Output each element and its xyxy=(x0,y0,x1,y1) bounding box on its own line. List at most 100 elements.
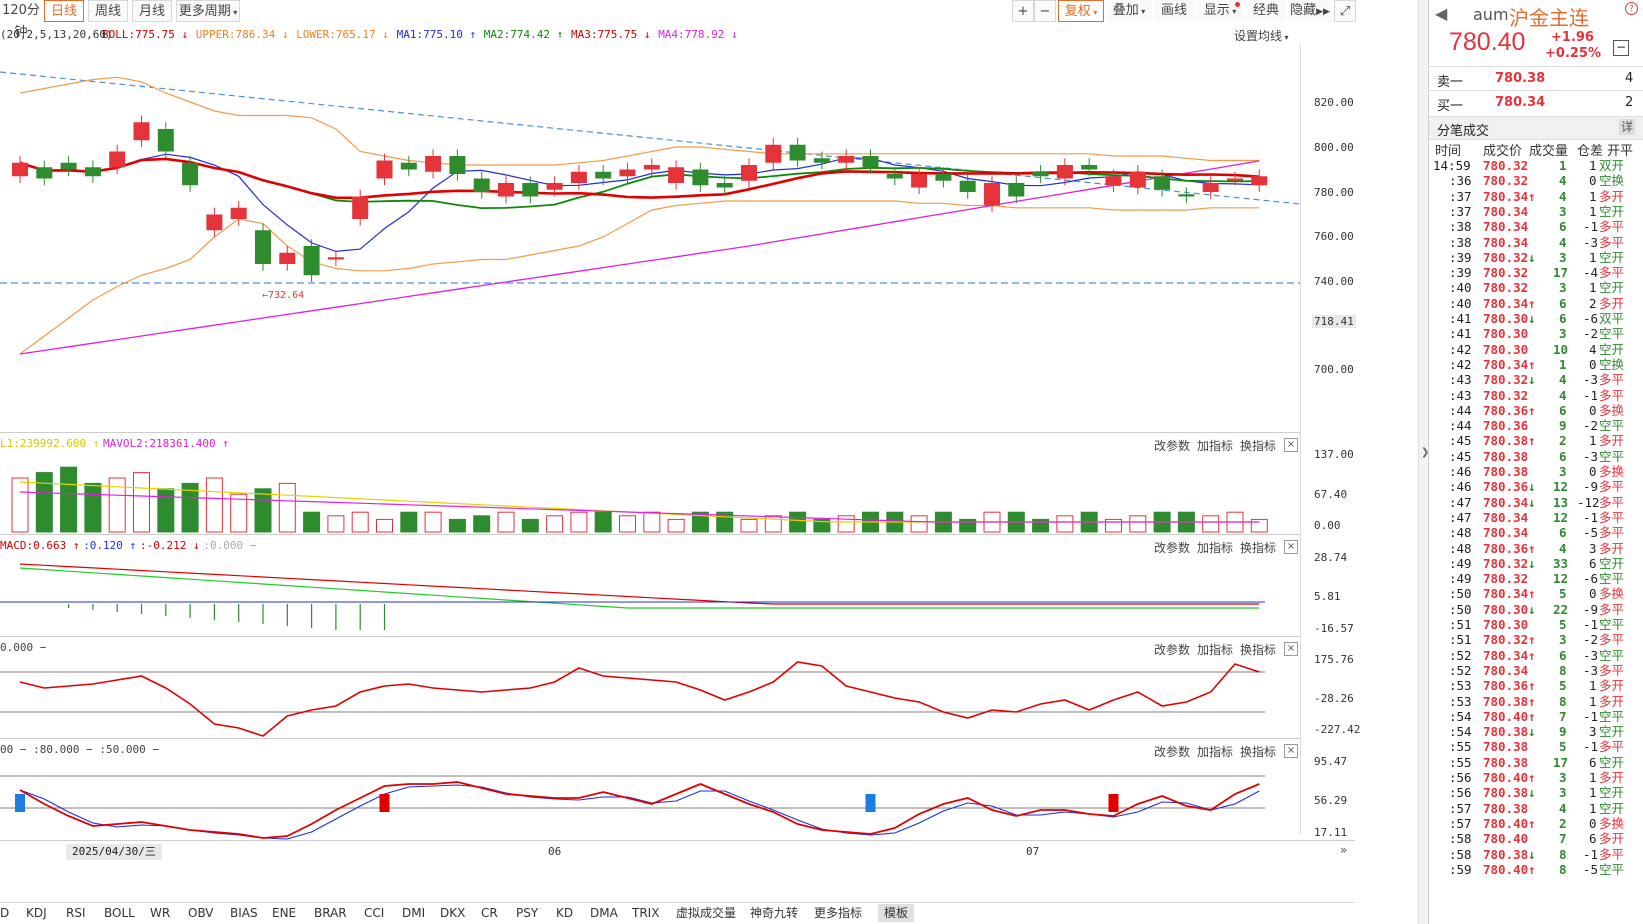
overlay-button[interactable]: 叠加 ▾ xyxy=(1106,0,1152,22)
trade-row: :45 780.38 6 -3 空平 xyxy=(1429,449,1643,465)
sell1-price: 780.38 xyxy=(1495,71,1546,86)
tab-5[interactable]: OBV xyxy=(188,906,214,920)
trade-type: 多平 xyxy=(1599,846,1625,862)
trade-type: 空开 xyxy=(1599,754,1625,770)
tab-16[interactable]: TRIX xyxy=(632,906,660,920)
tab-14[interactable]: KD xyxy=(556,906,574,920)
trade-oi-change: -2 xyxy=(1583,632,1599,648)
period-day-button[interactable]: 日线 xyxy=(44,0,84,22)
tab-18[interactable]: 神奇九转 xyxy=(750,906,799,920)
candle-body xyxy=(1056,165,1073,179)
collapse-handle-icon[interactable]: ❯ xyxy=(1421,447,1430,458)
trade-volume: 9 xyxy=(1559,418,1567,434)
switch-indicator-button[interactable]: 换指标 xyxy=(1240,541,1277,555)
tab-4[interactable]: WR xyxy=(150,906,171,920)
tab-0[interactable]: D xyxy=(0,906,10,920)
tab-2[interactable]: RSI xyxy=(66,906,86,920)
chevron-down-icon: ▾ xyxy=(1229,7,1237,16)
trade-oi-change: 6 xyxy=(1589,555,1597,571)
tab-9[interactable]: CCI xyxy=(364,906,385,920)
tab-1[interactable]: KDJ xyxy=(26,906,47,920)
candle-body xyxy=(668,167,685,183)
prev-contract-icon[interactable]: ◀ xyxy=(1435,4,1448,23)
candle-body xyxy=(716,183,733,188)
close-panel-icon[interactable]: × xyxy=(1284,540,1298,554)
tab-8[interactable]: BRAR xyxy=(314,906,347,920)
trade-oi-change: 1 xyxy=(1589,249,1597,265)
chevron-down-icon: ▾ xyxy=(1090,8,1098,17)
tab-11[interactable]: DKX xyxy=(440,906,466,920)
candle-body xyxy=(1178,194,1195,197)
tab-15[interactable]: DMA xyxy=(590,906,618,920)
edit-params-button[interactable]: 改参数 xyxy=(1154,745,1191,759)
trade-time: :43 xyxy=(1449,372,1472,388)
add-indicator-button[interactable]: 加指标 xyxy=(1197,439,1234,453)
draw-line-button[interactable]: 画线 xyxy=(1154,0,1194,22)
switch-indicator-button[interactable]: 换指标 xyxy=(1240,643,1277,657)
tab-10[interactable]: DMI xyxy=(402,906,426,920)
trades-scrollbar[interactable] xyxy=(1629,158,1637,924)
tab-17[interactable]: 虚拟成交量 xyxy=(676,906,737,920)
collapse-icon[interactable]: − xyxy=(1613,40,1629,56)
help-icon[interactable]: ? xyxy=(1625,2,1638,15)
adjust-button[interactable]: 复权 ▾ xyxy=(1058,0,1104,22)
trade-oi-change: 4 xyxy=(1589,341,1597,357)
edit-params-button[interactable]: 改参数 xyxy=(1154,541,1191,555)
tab-3[interactable]: BOLL xyxy=(104,906,135,920)
candle-body xyxy=(376,160,393,179)
period-more-button[interactable]: 更多周期 ▾ xyxy=(176,0,240,22)
period-120min-button[interactable]: 120分钟 xyxy=(0,0,42,40)
tab-19[interactable]: 更多指标 xyxy=(814,906,863,920)
zoom-in-button[interactable]: + xyxy=(1012,0,1034,22)
edit-params-button[interactable]: 改参数 xyxy=(1154,643,1191,657)
zoom-out-button[interactable]: − xyxy=(1034,0,1056,22)
tab-6[interactable]: BIAS xyxy=(230,906,258,920)
expand-button[interactable]: ⤢ xyxy=(1334,0,1356,22)
edit-params-button[interactable]: 改参数 xyxy=(1154,439,1191,453)
trade-oi-change: 1 xyxy=(1589,158,1597,173)
display-button[interactable]: 显示 ▾ xyxy=(1196,0,1244,22)
trade-oi-change: -3 xyxy=(1583,448,1599,464)
candle-body xyxy=(935,174,952,181)
trade-volume: 3 xyxy=(1559,280,1567,296)
volume-bar xyxy=(546,515,564,533)
tab-7[interactable]: ENE xyxy=(272,906,297,920)
classic-button[interactable]: 经典 xyxy=(1246,0,1286,22)
trade-type: 多换 xyxy=(1599,586,1625,602)
scroll-right-icon[interactable]: » xyxy=(1340,843,1348,857)
trade-type: 空开 xyxy=(1599,800,1625,816)
trade-type: 空开 xyxy=(1599,280,1625,296)
trade-oi-change: -1 xyxy=(1583,617,1599,632)
volume-bar xyxy=(60,466,78,533)
trade-price: 780.32 xyxy=(1483,387,1529,403)
tab-12[interactable]: CR xyxy=(481,906,498,920)
candle-body xyxy=(36,167,53,179)
trade-row: :36 780.32 4 0 空换 xyxy=(1429,173,1643,189)
trade-type: 空平 xyxy=(1599,861,1625,877)
close-panel-icon[interactable]: × xyxy=(1284,744,1298,758)
tab-13[interactable]: PSY xyxy=(516,906,539,920)
panel-splitter[interactable]: ❯ xyxy=(1418,0,1429,924)
trade-oi-change: 1 xyxy=(1589,203,1597,219)
hide-button[interactable]: 隐藏▶▶ xyxy=(1288,0,1332,22)
trade-volume: 3 xyxy=(1559,770,1567,785)
add-indicator-button[interactable]: 加指标 xyxy=(1197,541,1234,555)
close-panel-icon[interactable]: × xyxy=(1284,438,1298,452)
period-week-button[interactable]: 周线 xyxy=(88,0,128,22)
close-panel-icon[interactable]: × xyxy=(1284,642,1298,656)
trades-detail-button[interactable]: 详 xyxy=(1619,119,1635,135)
volume-bar xyxy=(303,511,321,533)
switch-indicator-button[interactable]: 换指标 xyxy=(1240,745,1277,759)
switch-indicator-button[interactable]: 换指标 xyxy=(1240,439,1277,453)
trade-volume: 12 xyxy=(1553,509,1569,525)
trade-direction-icon: ↑ xyxy=(1528,861,1536,877)
period-month-button[interactable]: 月线 xyxy=(132,0,172,22)
ma-settings-button[interactable]: 设置均线 ▾ xyxy=(1234,27,1289,44)
tab-20[interactable]: 模板 xyxy=(878,904,915,922)
trade-type: 多开 xyxy=(1599,770,1625,785)
trade-time: :45 xyxy=(1449,433,1472,449)
macd-legend-item: :0.120 ↑ xyxy=(83,539,137,552)
add-indicator-button[interactable]: 加指标 xyxy=(1197,643,1234,657)
add-indicator-button[interactable]: 加指标 xyxy=(1197,745,1234,759)
volume-bar xyxy=(1250,518,1268,533)
